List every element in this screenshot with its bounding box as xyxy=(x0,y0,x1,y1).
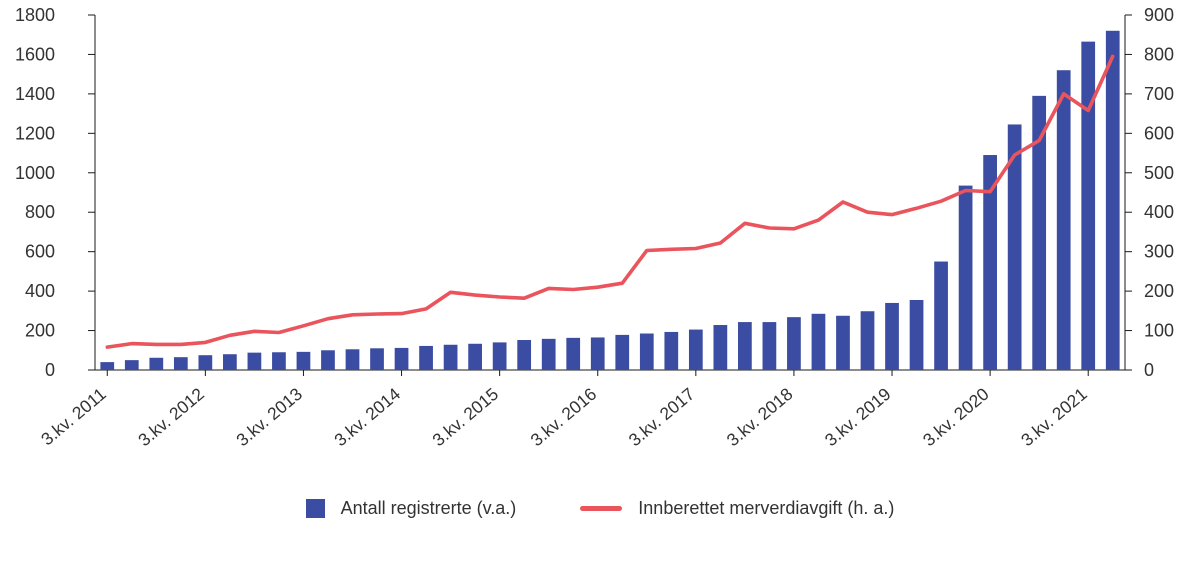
bar xyxy=(909,299,924,370)
left-axis-label: 200 xyxy=(25,321,55,341)
right-axis-label: 600 xyxy=(1144,123,1174,143)
bar xyxy=(468,343,482,370)
legend: Antall registrerte (v.a.) Innberettet me… xyxy=(0,498,1200,519)
bar xyxy=(1056,70,1071,370)
bar xyxy=(541,338,556,370)
bar xyxy=(1007,124,1022,370)
bar xyxy=(738,322,752,370)
bar xyxy=(173,357,188,370)
right-axis-label: 0 xyxy=(1144,360,1154,380)
bar xyxy=(124,360,139,370)
left-axis-label: 1800 xyxy=(15,5,55,25)
x-axis-label: 3.kv. 2021 xyxy=(1017,384,1091,450)
left-axis-label: 1000 xyxy=(15,163,55,183)
vat-line xyxy=(105,54,1115,349)
bar xyxy=(419,345,433,370)
left-axis-label: 1600 xyxy=(15,44,55,64)
left-axis-label: 1200 xyxy=(15,123,55,143)
x-axis-label: 3.kv. 2014 xyxy=(330,384,404,451)
right-axis-label: 500 xyxy=(1144,163,1174,183)
bar xyxy=(198,355,213,370)
right-axis-label: 300 xyxy=(1144,242,1174,262)
right-axis-label: 100 xyxy=(1144,321,1174,341)
bar xyxy=(934,261,948,370)
bar xyxy=(590,337,605,370)
bar xyxy=(664,331,679,370)
x-axis-label: 3.kv. 2011 xyxy=(37,384,110,450)
line-series-swatch xyxy=(580,506,623,511)
left-axis-label: 0 xyxy=(45,360,55,380)
bar xyxy=(688,329,703,370)
left-axis-label: 800 xyxy=(25,202,55,222)
right-axis-label: 800 xyxy=(1144,44,1174,64)
right-axis-label: 700 xyxy=(1144,84,1174,104)
right-axis-label: 200 xyxy=(1144,281,1174,301)
bar xyxy=(345,349,360,370)
bar xyxy=(296,351,311,370)
bar xyxy=(860,311,875,370)
combo-chart: 0 200 400 600 800 1000 1200 1400 1600 1800 0 100 200… xyxy=(15,5,1174,451)
bar xyxy=(247,352,262,370)
bar xyxy=(321,350,335,370)
bar xyxy=(836,315,850,370)
bar xyxy=(1081,41,1096,370)
right-axis-label: 400 xyxy=(1144,202,1174,222)
x-axis-label: 3.kv. 2016 xyxy=(527,384,601,450)
left-axis-label: 400 xyxy=(25,281,55,301)
bar xyxy=(272,352,286,370)
bar xyxy=(149,357,164,370)
bar xyxy=(394,347,409,370)
legend-item-vat: Innberettet merverdiavgift (h. a.) xyxy=(580,498,894,519)
x-axis-label: 3.kv. 2013 xyxy=(232,384,306,450)
bar xyxy=(615,334,630,370)
bar xyxy=(517,340,532,370)
left-axis-label: 600 xyxy=(25,242,55,262)
left-axis-label: 1400 xyxy=(15,84,55,104)
x-axis-label: 3.kv. 2012 xyxy=(134,384,208,450)
bar xyxy=(370,348,384,370)
bar xyxy=(223,354,237,370)
bar xyxy=(787,317,801,370)
x-axis-label: 3.kv. 2019 xyxy=(821,384,895,450)
x-axis-label: 3.kv. 2020 xyxy=(919,384,993,451)
bar-series-label: Antall registrerte (v.a.) xyxy=(340,498,517,518)
bar-series-swatch xyxy=(305,499,325,518)
x-axis-label: 3.kv. 2017 xyxy=(625,384,699,450)
right-axis-label: 900 xyxy=(1144,5,1174,25)
bar xyxy=(1105,30,1120,371)
bar xyxy=(811,313,826,370)
bar xyxy=(639,333,654,370)
bar xyxy=(443,344,458,370)
bar xyxy=(492,342,507,370)
line-series-label: Innberettet merverdiavgift (h. a.) xyxy=(638,498,895,518)
bar xyxy=(762,322,777,370)
bar xyxy=(566,337,581,370)
legend-item-registered: Antall registrerte (v.a.) xyxy=(305,498,517,519)
bar xyxy=(885,302,899,370)
x-axis-label: 3.kv. 2015 xyxy=(428,384,502,450)
bar xyxy=(1032,95,1047,370)
bar xyxy=(983,155,997,370)
bar xyxy=(100,362,115,370)
bar xyxy=(713,325,728,370)
bar xyxy=(958,185,973,370)
x-axis-label: 3.kv. 2018 xyxy=(723,384,797,450)
